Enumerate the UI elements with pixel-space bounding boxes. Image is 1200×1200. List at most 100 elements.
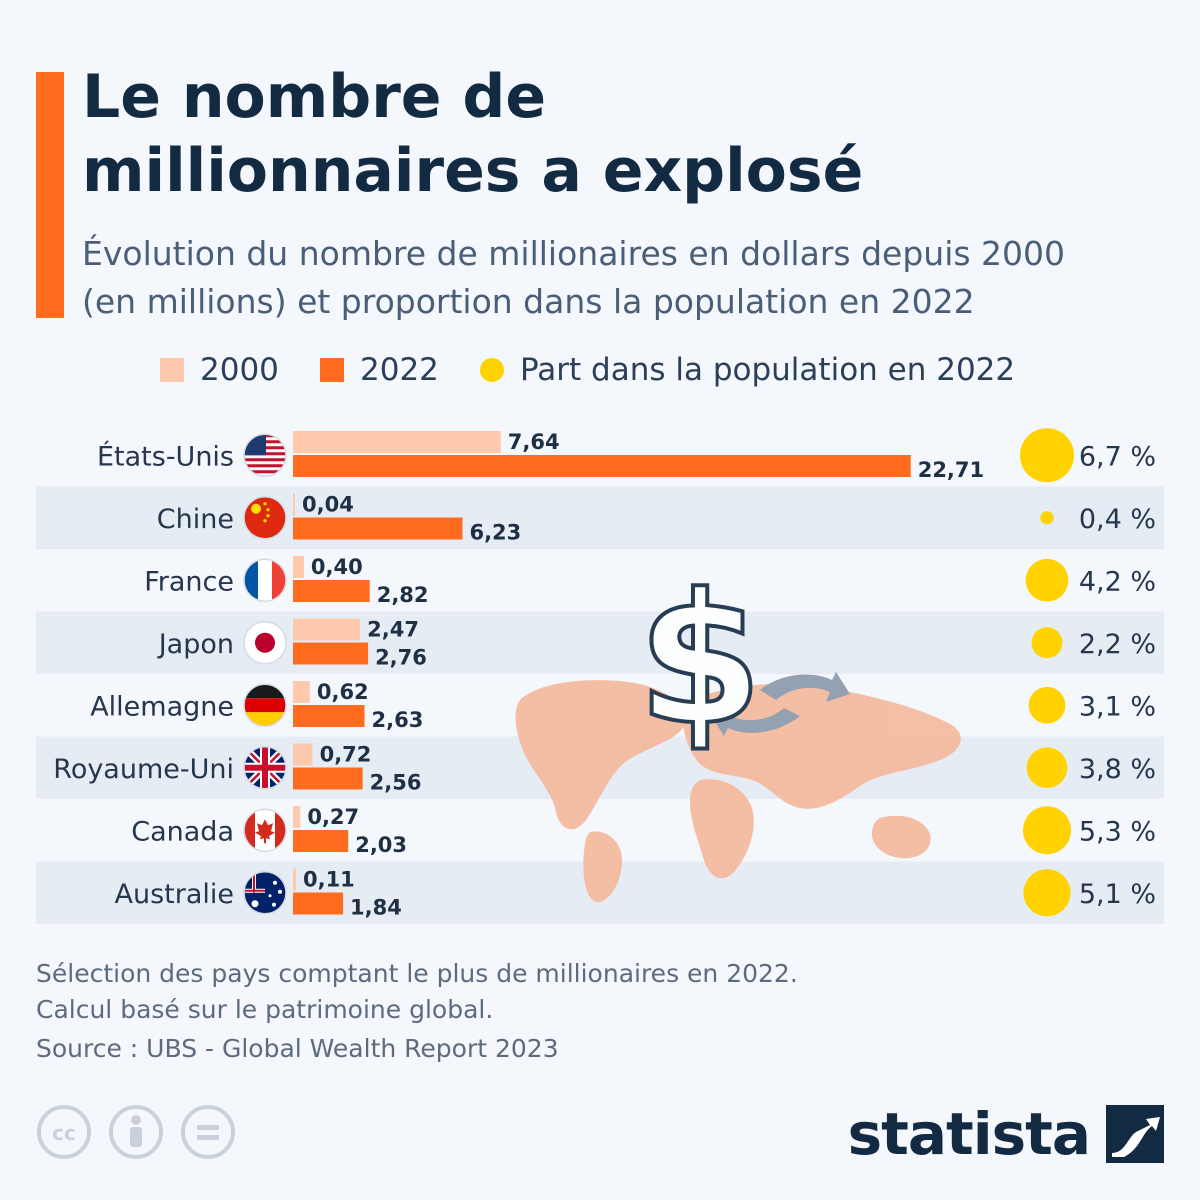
subtitle: Évolution du nombre de millionaires en d… [82, 230, 1182, 326]
legend-label-2022: 2022 [360, 352, 439, 388]
bar-2000-france [293, 556, 304, 578]
value-label-2022-chine: 6,23 [469, 521, 521, 545]
flags [243, 433, 287, 915]
share-label-japon: 2,2 % [1079, 629, 1156, 660]
country-label-etats-unis: États-Unis [97, 440, 234, 472]
svg-text:$: $ [637, 556, 762, 765]
value-label-2000-france: 0,40 [311, 555, 363, 579]
refresh-arrow-icon [710, 672, 850, 736]
france-flag-icon [243, 558, 287, 602]
bar-2022-royaume-uni [293, 767, 363, 790]
canada-flag-icon [243, 808, 287, 852]
bar-2022-japon [293, 642, 369, 665]
australia-flag-icon [243, 871, 287, 915]
bar-2000-etats-unis [293, 431, 501, 453]
country-label-france: France [144, 566, 234, 597]
share-dot-australie [1023, 869, 1071, 917]
share-labels: 6,7 % 0,4 % 4,2 % 2,2 % 3,1 % 3,8 % 5,3 % 5,1 % [1079, 441, 1156, 910]
statista-logo[interactable]: statista [848, 1100, 1164, 1168]
legend-item-2022: 2022 [320, 348, 439, 392]
subtitle-line-1: Évolution du nombre de millionaires en d… [82, 234, 1066, 273]
bar-2000-chine [293, 493, 295, 516]
share-dot-allemagne [1028, 686, 1066, 724]
share-label-royaume-uni: 3,8 % [1079, 754, 1156, 785]
bar-2000-australie [293, 868, 296, 891]
share-label-allemagne: 3,1 % [1079, 691, 1156, 722]
value-label-2022-canada: 2,03 [355, 833, 407, 857]
bar-2022-australie [293, 892, 344, 915]
title-line-1: Le nombre de [82, 62, 547, 132]
share-dot-canada [1022, 806, 1072, 855]
legend-label-share: Part dans la population en 2022 [520, 352, 1016, 388]
bar-2022-etats-unis [293, 455, 911, 477]
cc-icon[interactable]: cc [36, 1104, 92, 1160]
bar-2022-france [293, 580, 370, 602]
bars [293, 431, 911, 915]
bar-2022-chine [293, 517, 463, 540]
note-line-1: Sélection des pays comptant le plus de m… [36, 959, 798, 988]
country-label-australie: Australie [115, 879, 235, 910]
world-map-illustration: $ [515, 554, 961, 903]
legend-swatch-2000 [160, 358, 184, 382]
value-label-2022-royaume-uni: 2,56 [370, 771, 422, 795]
row-band-japon [36, 611, 1164, 674]
us-flag-icon [243, 433, 287, 477]
share-label-france: 4,2 % [1079, 566, 1156, 597]
value-label-2022-japon: 2,76 [375, 646, 427, 670]
share-dot-chine [1040, 511, 1054, 525]
share-label-canada: 5,3 % [1079, 816, 1156, 847]
dollar-icon: $ [635, 554, 764, 767]
share-dot-japon [1031, 627, 1063, 659]
uk-flag-icon [243, 746, 287, 790]
value-label-2000-etats-unis: 7,64 [508, 430, 560, 454]
country-label-allemagne: Allemagne [90, 691, 234, 722]
share-label-etats-unis: 6,7 % [1079, 441, 1156, 472]
value-label-2000-canada: 0,27 [307, 805, 359, 829]
china-flag-icon [243, 496, 287, 540]
bar-2000-japon [293, 618, 361, 641]
country-label-canada: Canada [131, 816, 234, 847]
legend-item-2000: 2000 [160, 348, 279, 392]
legend-item-share: Part dans la population en 2022 [480, 348, 1015, 392]
share-label-australie: 5,1 % [1079, 879, 1156, 910]
bar-2000-allemagne [293, 681, 310, 703]
value-label-2000-allemagne: 0,62 [317, 680, 369, 704]
share-dots [1020, 428, 1074, 917]
license-icons: cc [36, 1104, 236, 1160]
statista-logo-icon [1106, 1105, 1164, 1163]
attribution-icon[interactable] [108, 1104, 164, 1160]
value-label-2022-etats-unis: 22,71 [918, 458, 984, 482]
value-label-2022-france: 2,82 [377, 583, 429, 607]
no-derivatives-icon[interactable] [180, 1104, 236, 1160]
page-title: Le nombre de millionnaires a explosé [82, 60, 1162, 208]
country-label-royaume-uni: Royaume-Uni [53, 754, 234, 785]
country-label-chine: Chine [157, 504, 234, 535]
value-label-2000-royaume-uni: 0,72 [320, 743, 372, 767]
notes: Sélection des pays comptant le plus de m… [36, 956, 798, 1028]
row-band-chine [36, 486, 1164, 549]
value-label-2000-japon: 2,47 [367, 618, 419, 642]
share-label-chine: 0,4 % [1079, 504, 1156, 535]
source: Source : UBS - Global Wealth Report 2023 [36, 1034, 559, 1063]
bar-2022-canada [293, 830, 349, 852]
share-dot-france [1025, 558, 1069, 602]
value-label-2000-australie: 0,11 [303, 868, 355, 892]
note-line-2: Calcul basé sur le patrimoine global. [36, 995, 494, 1024]
legend-label-2000: 2000 [200, 352, 279, 388]
germany-flag-icon [243, 683, 287, 727]
value-label-2022-australie: 1,84 [350, 896, 402, 920]
accent-bar [36, 72, 64, 318]
value-labels: 7,64 22,71 0,04 6,23 0,40 2,82 2,47 2,760,622,6… [302, 430, 984, 920]
share-dot-etats-unis [1020, 428, 1074, 483]
legend-swatch-2022 [320, 358, 344, 382]
japan-flag-icon [243, 621, 287, 665]
value-label-2022-allemagne: 2,63 [372, 708, 424, 732]
bar-2000-canada [293, 806, 301, 828]
country-labels: États-Unis Chine France Japon Allemagne Royau… [53, 440, 234, 910]
legend: 2000 2022 Part dans la population en 202… [0, 348, 1200, 392]
title-line-2: millionnaires a explosé [82, 136, 864, 206]
svg-text:cc: cc [52, 1121, 76, 1145]
value-label-2000-chine: 0,04 [302, 493, 354, 517]
brand-name: statista [847, 1100, 1091, 1168]
